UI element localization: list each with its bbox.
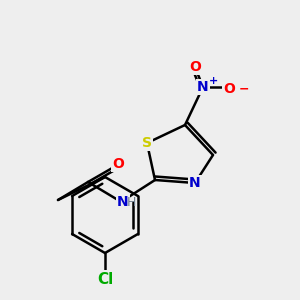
Text: O: O (112, 157, 124, 171)
Text: H: H (126, 196, 136, 209)
Text: −: − (239, 82, 250, 95)
Text: S: S (142, 136, 152, 150)
Text: N: N (197, 80, 209, 94)
Text: Cl: Cl (97, 272, 113, 286)
Text: N: N (189, 176, 201, 190)
Text: +: + (209, 76, 218, 86)
Text: N: N (117, 195, 129, 209)
Text: O: O (223, 82, 235, 96)
Text: O: O (189, 60, 201, 74)
